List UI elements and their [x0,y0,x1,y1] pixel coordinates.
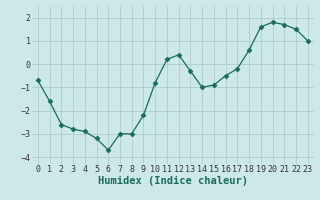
X-axis label: Humidex (Indice chaleur): Humidex (Indice chaleur) [98,176,248,186]
